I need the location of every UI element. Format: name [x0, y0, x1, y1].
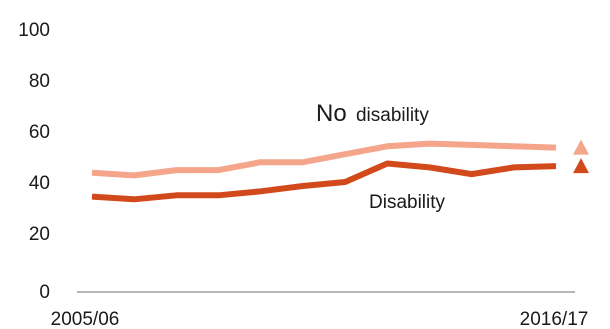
- series-label-no-disability: No disability: [316, 100, 429, 127]
- y-tick-label: 100: [18, 20, 50, 41]
- y-tick-label: 80: [29, 71, 50, 92]
- x-tick-label-last: 2016/17: [520, 309, 589, 329]
- y-axis: 100 80 60 40 20 0: [18, 20, 50, 303]
- y-tick-label: 60: [29, 122, 50, 143]
- x-axis: 2005/06 2016/17: [51, 309, 589, 329]
- x-tick-label-first: 2005/06: [51, 309, 120, 329]
- y-tick-label: 40: [29, 173, 50, 194]
- series-label-no-disability-rest: disability: [356, 105, 429, 126]
- series-line-no-disability: [91, 140, 557, 179]
- y-tick-label: 0: [39, 282, 50, 303]
- series-layer: [91, 139, 589, 203]
- series-line-disability: [91, 160, 557, 203]
- series-end-marker-disability: [573, 158, 589, 174]
- series-label-no-disability-main: No: [316, 100, 347, 127]
- y-tick-label: 20: [29, 224, 50, 245]
- series-label-disability: Disability: [369, 192, 446, 213]
- series-end-marker-no-disability: [573, 139, 589, 155]
